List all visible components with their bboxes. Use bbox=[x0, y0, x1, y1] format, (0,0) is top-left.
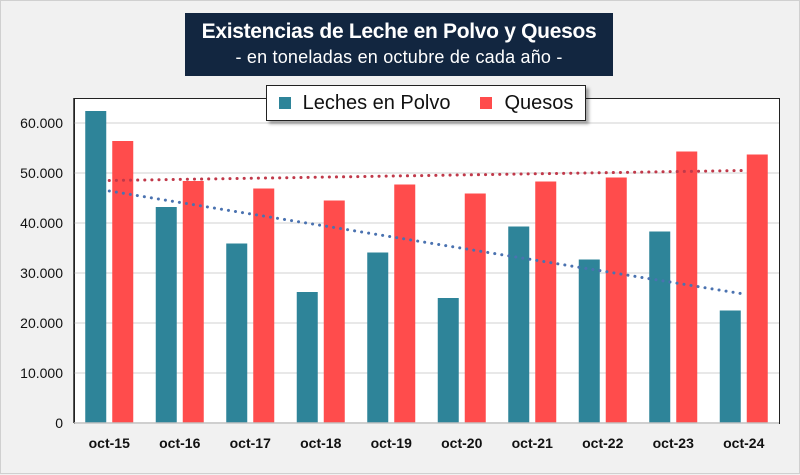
y-tick-label: 10.000 bbox=[20, 365, 63, 381]
legend-item-leches: Leches en Polvo bbox=[278, 91, 451, 115]
bar-leches-en-polvo bbox=[719, 310, 741, 423]
x-tick-label: oct-22 bbox=[582, 435, 623, 451]
bar-leches-en-polvo bbox=[296, 292, 318, 423]
bar-quesos bbox=[394, 184, 416, 423]
legend: Leches en Polvo Quesos bbox=[266, 85, 586, 121]
chart-subtitle: - en toneladas en octubre de cada año - bbox=[235, 47, 563, 67]
x-tick-label: oct-21 bbox=[512, 435, 553, 451]
gridlines bbox=[74, 122, 779, 374]
bar-leches-en-polvo bbox=[367, 252, 389, 423]
legend-label-quesos: Quesos bbox=[504, 91, 574, 114]
bar-leches-en-polvo bbox=[508, 226, 530, 423]
y-tick-label: 40.000 bbox=[20, 215, 63, 231]
bar-quesos bbox=[676, 151, 698, 423]
y-tick-label: 20.000 bbox=[20, 315, 63, 331]
legend-item-quesos: Quesos bbox=[480, 92, 573, 115]
bar-quesos bbox=[535, 181, 557, 423]
bar-leches-en-polvo bbox=[155, 207, 177, 423]
x-tick-label: oct-18 bbox=[300, 435, 341, 451]
y-tick-label: 30.000 bbox=[20, 265, 63, 281]
legend-swatch-leches bbox=[278, 97, 291, 109]
bars bbox=[85, 111, 768, 423]
chart-title: Existencias de Leche en Polvo y Quesos bbox=[201, 20, 597, 43]
bar-quesos bbox=[182, 181, 204, 423]
x-tick-label: oct-17 bbox=[230, 435, 271, 451]
chart-title-box: Existencias de Leche en Polvo y Quesos -… bbox=[185, 13, 613, 76]
bar-quesos bbox=[464, 193, 486, 423]
bar-quesos bbox=[112, 141, 134, 423]
axes: 0 10.000 20.000 30.000 40.000 50.000 60.000 oct… bbox=[20, 98, 779, 451]
bar-quesos bbox=[746, 154, 768, 423]
y-tick-label: 60.000 bbox=[20, 115, 63, 131]
y-tick-label: 0 bbox=[55, 415, 63, 431]
y-tick-label: 50.000 bbox=[20, 165, 63, 181]
trendline-quesos bbox=[107, 169, 746, 182]
x-tick-label: oct-19 bbox=[371, 435, 412, 451]
x-tick-label: oct-16 bbox=[159, 435, 200, 451]
trendlines bbox=[107, 169, 746, 296]
x-tick-label: oct-15 bbox=[89, 435, 130, 451]
bar-leches-en-polvo bbox=[85, 111, 107, 423]
bar-leches-en-polvo bbox=[649, 231, 671, 423]
x-tick-label: oct-23 bbox=[653, 435, 694, 451]
bar-quesos bbox=[323, 200, 345, 423]
x-tick-label: oct-20 bbox=[441, 435, 482, 451]
bar-leches-en-polvo bbox=[578, 259, 600, 423]
legend-label-leches: Leches en Polvo bbox=[302, 91, 451, 114]
legend-swatch-quesos bbox=[480, 97, 493, 109]
bar-quesos bbox=[605, 177, 627, 423]
bar-leches-en-polvo bbox=[437, 298, 459, 423]
x-tick-label: oct-24 bbox=[723, 435, 764, 451]
bar-leches-en-polvo bbox=[226, 243, 248, 423]
trendline-leches-en-polvo bbox=[107, 189, 746, 296]
bar-quesos bbox=[253, 188, 275, 423]
